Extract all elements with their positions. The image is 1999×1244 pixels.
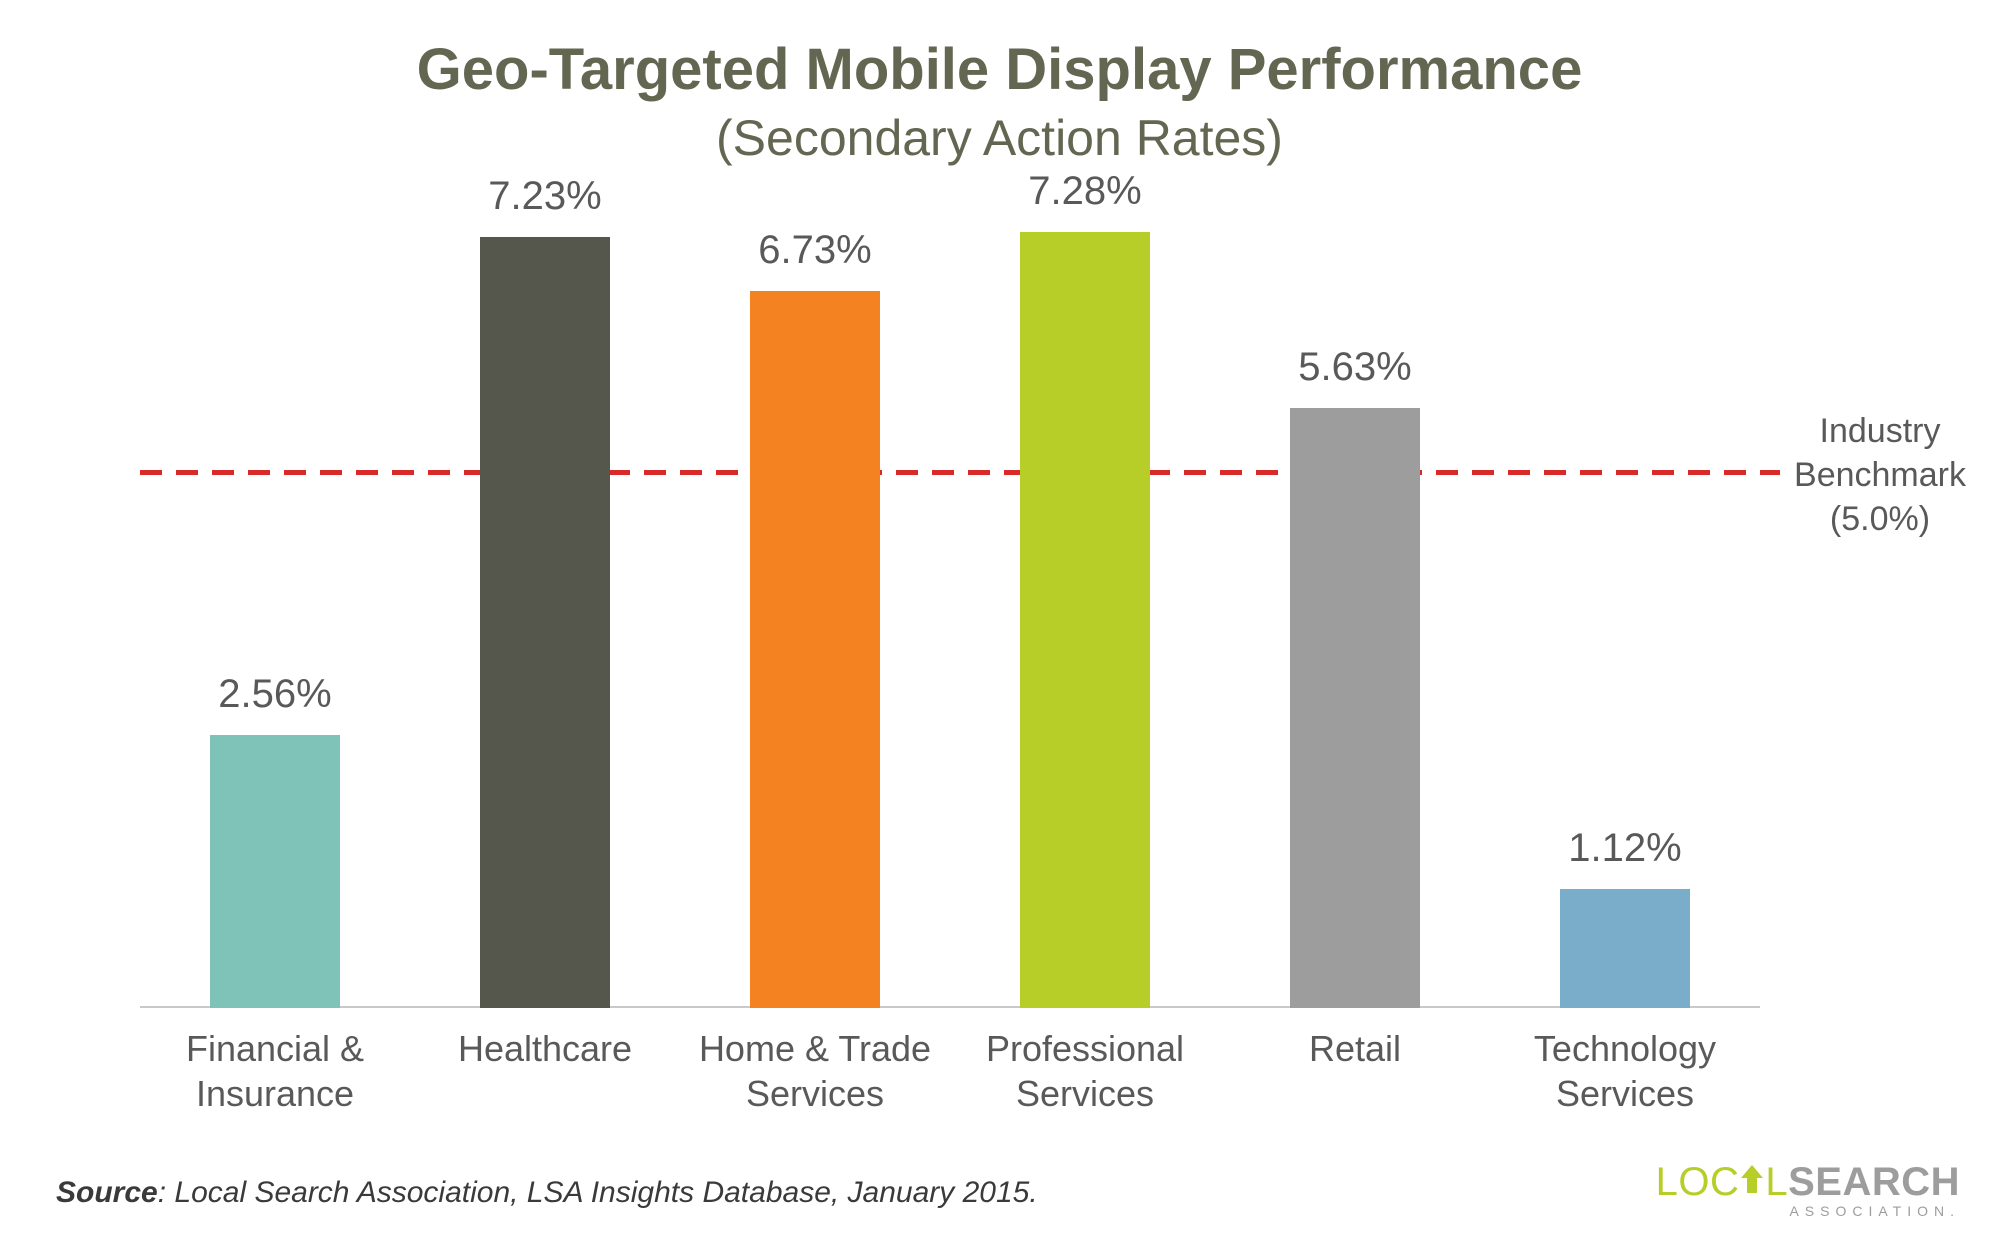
bar-value-label: 7.28% [955, 169, 1215, 214]
logo-sub: ASSOCIATION. [1656, 1204, 1960, 1218]
benchmark-label-line1: Industry [1780, 409, 1980, 453]
bar-value-label: 1.12% [1495, 826, 1755, 871]
bar-value-label: 6.73% [685, 228, 945, 273]
benchmark-label-line3: (5.0%) [1780, 497, 1980, 541]
category-label: Professional Services [955, 1026, 1215, 1116]
source-citation: Source: Local Search Association, LSA In… [56, 1176, 1038, 1210]
chart-subtitle: (Secondary Action Rates) [0, 108, 1999, 168]
logo-arrow-icon [1739, 1163, 1765, 1195]
bar [1560, 889, 1690, 1008]
bar [1290, 408, 1420, 1008]
category-label: Financial & Insurance [145, 1026, 405, 1116]
bar [1020, 232, 1150, 1008]
bar [480, 237, 610, 1008]
chart-plot-area: 2.56%Financial & Insurance7.23%Healthcar… [140, 232, 1760, 1008]
logo-part2: L [1765, 1160, 1788, 1204]
bar-value-label: 7.23% [415, 174, 675, 219]
benchmark-label: Industry Benchmark (5.0%) [1780, 409, 1980, 542]
bar-value-label: 2.56% [145, 672, 405, 717]
category-label: Home & Trade Services [685, 1026, 945, 1116]
logo-part3: SEARCH [1788, 1160, 1960, 1204]
category-label: Healthcare [415, 1026, 675, 1071]
bar [210, 735, 340, 1008]
logo-main: LOC LSEARCH [1656, 1162, 1960, 1202]
bar-value-label: 5.63% [1225, 345, 1485, 390]
chart-title: Geo-Targeted Mobile Display Performance [0, 38, 1999, 102]
source-label: Source [56, 1176, 158, 1209]
category-label: Technology Services [1495, 1026, 1755, 1116]
logo-part1: LOC [1656, 1160, 1740, 1204]
bar [750, 291, 880, 1008]
benchmark-line [140, 470, 1780, 475]
source-text: : Local Search Association, LSA Insights… [158, 1176, 1038, 1209]
category-label: Retail [1225, 1026, 1485, 1071]
logo: LOC LSEARCH ASSOCIATION. [1656, 1162, 1960, 1218]
x-axis-line [140, 1006, 1760, 1008]
benchmark-label-line2: Benchmark [1780, 453, 1980, 497]
